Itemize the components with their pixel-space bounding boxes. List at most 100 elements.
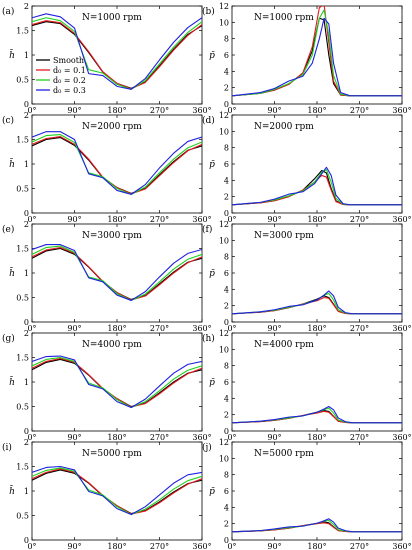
series-line-3 xyxy=(232,519,402,533)
y-tick-label: 10 xyxy=(219,18,229,27)
series-group xyxy=(32,13,202,90)
y-tick-label: 0.5 xyxy=(16,76,29,85)
x-tick-label: 90° xyxy=(67,542,81,550)
y-tick-label: 2 xyxy=(224,520,229,529)
panel-letter: (b) xyxy=(202,6,215,17)
x-tick-label: 270° xyxy=(350,433,369,442)
x-tick-label: 270° xyxy=(150,106,169,115)
series-line-4 xyxy=(232,290,402,315)
panel-annotation: N=5000 rpm xyxy=(82,449,142,459)
chart-panel-2: 0° 90° 180° 270° 360° 0 2 4 6 8 10 12 p̄ (b) N=1000 rp… xyxy=(202,2,412,115)
y-tick-label: 1 xyxy=(24,160,29,169)
series-line-2 xyxy=(32,468,202,515)
y-tick-label: 0 xyxy=(24,318,29,327)
y-tick-label: 2 xyxy=(224,302,229,311)
y-tick-label: 10 xyxy=(219,345,229,354)
y-tick-label: 12 xyxy=(219,329,229,338)
y-axis-label: h̄ xyxy=(9,376,15,388)
x-tick-label: 0° xyxy=(227,324,236,333)
panel-letter: (e) xyxy=(2,224,14,235)
x-tick-label: 0° xyxy=(27,215,36,224)
y-tick-label: 1 xyxy=(24,269,29,278)
y-axis-label: p̄ xyxy=(209,378,215,388)
y-tick-label: 0 xyxy=(224,209,229,218)
y-tick-label: 12 xyxy=(219,2,229,11)
panel-letter: (c) xyxy=(2,115,14,126)
y-tick-label: 12 xyxy=(219,438,229,447)
y-axis-label: h̄ xyxy=(9,158,15,170)
series-line-4 xyxy=(32,131,202,195)
y-tick-label: 0 xyxy=(224,427,229,436)
x-tick-label: 270° xyxy=(150,215,169,224)
series-group xyxy=(32,131,202,195)
x-tick-label: 90° xyxy=(267,324,281,333)
x-tick-label: 180° xyxy=(107,542,126,550)
x-tick-label: 270° xyxy=(350,324,369,333)
x-tick-label: 90° xyxy=(67,215,81,224)
chart-panel-7: 0° 90° 180° 270° 360° 0 0.5 1 1.5 2 h̄ (g) N=4000 rp… xyxy=(2,329,212,442)
series-line-4 xyxy=(232,518,402,533)
y-tick-label: 4 xyxy=(224,285,229,294)
chart-panel-8: 0° 90° 180° 270° 360° 0 2 4 6 8 10 12 p̄ (h) N=4000 rp… xyxy=(202,329,412,442)
x-tick-label: 90° xyxy=(67,324,81,333)
x-tick-label: 0° xyxy=(27,324,36,333)
series-line-1 xyxy=(232,295,402,315)
panel-letter: (d) xyxy=(202,115,215,126)
y-axis-label: p̄ xyxy=(209,487,215,497)
y-axis-label: p̄ xyxy=(209,51,215,61)
series-line-4 xyxy=(232,17,402,97)
panel-annotation: N=4000 rpm xyxy=(82,340,142,350)
y-tick-label: 10 xyxy=(219,454,229,463)
x-tick-label: 180° xyxy=(107,324,126,333)
y-tick-label: 0 xyxy=(24,100,29,109)
series-group xyxy=(232,405,402,424)
x-tick-label: 180° xyxy=(307,106,326,115)
y-tick-label: 4 xyxy=(224,67,229,76)
y-tick-label: 0 xyxy=(224,100,229,109)
x-tick-label: 90° xyxy=(267,542,281,550)
y-axis-label: p̄ xyxy=(209,269,215,279)
y-tick-label: 10 xyxy=(219,127,229,136)
chart-panel-9: 0°90°180°270°360°00.511.52h̄θ(i)N=5000 r… xyxy=(2,438,212,550)
chart-panel-1: 0° 90° 180° 270° 360° 0 0.5 1 1.5 2 h̄ (a) N=1000 rp… xyxy=(2,2,212,115)
y-tick-label: 12 xyxy=(219,220,229,229)
y-axis-label: h̄ xyxy=(9,49,15,61)
panel-letter: (j) xyxy=(202,442,212,453)
x-tick-label: 180° xyxy=(307,542,326,550)
series-group xyxy=(32,355,202,409)
panel-annotation: N=1000 rpm xyxy=(254,13,314,23)
series-line-3 xyxy=(232,292,402,315)
y-tick-label: 1 xyxy=(24,487,29,496)
y-tick-label: 2 xyxy=(24,111,29,120)
y-tick-label: 4 xyxy=(224,394,229,403)
y-tick-label: 2 xyxy=(24,438,29,447)
y-tick-label: 1.5 xyxy=(16,27,29,36)
x-tick-label: 270° xyxy=(350,215,369,224)
y-tick-label: 4 xyxy=(224,503,229,512)
series-line-1 xyxy=(232,169,402,206)
x-tick-label: 90° xyxy=(267,106,281,115)
series-group xyxy=(32,244,202,301)
x-tick-label: 180° xyxy=(307,433,326,442)
y-axis-label: h̄ xyxy=(9,485,15,497)
legend-entry: d₀ = 0.1 xyxy=(53,66,86,75)
x-tick-label: 180° xyxy=(107,215,126,224)
y-tick-label: 1.5 xyxy=(16,136,29,145)
y-tick-label: 8 xyxy=(224,35,229,44)
series-line-2 xyxy=(32,20,202,90)
legend-entry: d₀ = 0.2 xyxy=(53,76,86,85)
chart-panel-6: 0° 90° 180° 270° 360° 0 2 4 6 8 10 12 p̄ (f) N=3000 rp… xyxy=(202,220,412,333)
y-tick-label: 8 xyxy=(224,362,229,371)
y-tick-label: 8 xyxy=(224,471,229,480)
x-tick-label: 0° xyxy=(227,215,236,224)
y-tick-label: 6 xyxy=(224,487,229,496)
panel-annotation: N=5000 rpm xyxy=(254,449,314,459)
x-tick-label: 0° xyxy=(227,433,236,442)
chart-panel-4: 0° 90° 180° 270° 360° 0 2 4 6 8 10 12 p̄ (d) N=2000 rp… xyxy=(202,111,412,224)
panel-letter: (a) xyxy=(2,6,14,17)
panel-annotation: N=4000 rpm xyxy=(254,340,314,350)
series-group xyxy=(32,465,202,516)
series-line-4 xyxy=(232,166,402,206)
y-tick-label: 0 xyxy=(24,427,29,436)
